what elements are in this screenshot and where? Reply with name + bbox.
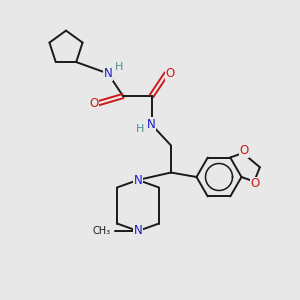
Text: O: O bbox=[89, 97, 98, 110]
Text: O: O bbox=[251, 177, 260, 190]
Text: H: H bbox=[136, 124, 144, 134]
Text: O: O bbox=[239, 144, 249, 157]
Text: N: N bbox=[134, 173, 142, 187]
Text: O: O bbox=[166, 67, 175, 80]
Text: N: N bbox=[103, 67, 112, 80]
Text: H: H bbox=[115, 62, 124, 73]
Text: N: N bbox=[147, 118, 156, 131]
Text: CH₃: CH₃ bbox=[93, 226, 111, 236]
Text: N: N bbox=[134, 224, 142, 238]
